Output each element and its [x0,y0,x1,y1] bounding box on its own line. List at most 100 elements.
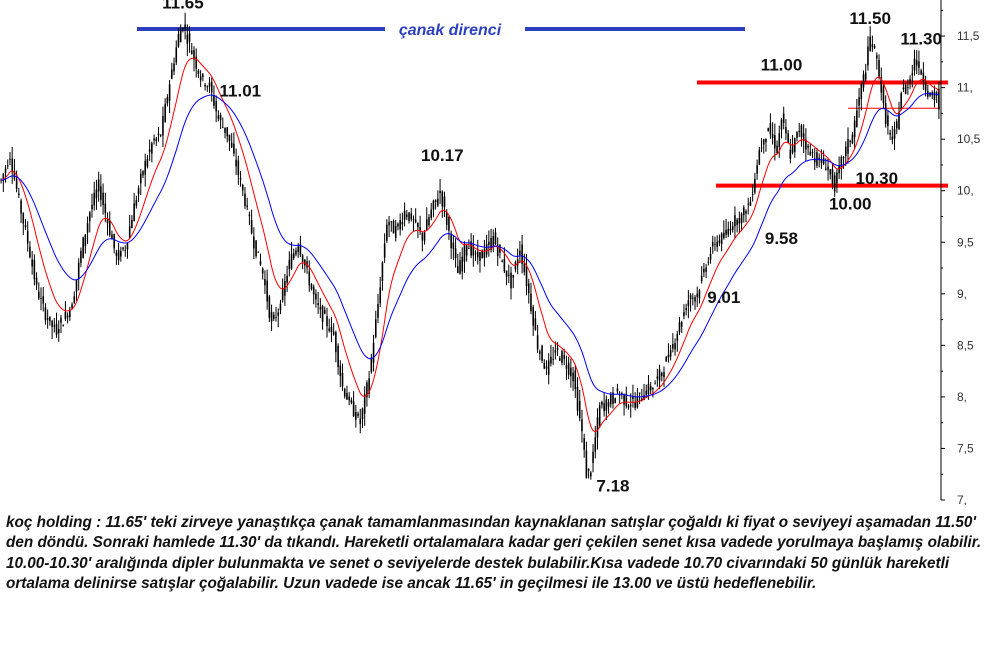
candle-body [530,293,532,312]
ma-slow-line [1,93,940,398]
candle-body [913,58,916,71]
candle-body [286,275,288,283]
candle-body [907,86,909,88]
candle-body [521,244,523,264]
candle-body [64,311,67,320]
candle-body [463,244,466,262]
candle-body [414,219,417,222]
candle-body [864,72,867,80]
candle-body [162,115,164,136]
candle-body [15,178,18,189]
candle-body [186,34,189,44]
candle-body [818,157,820,161]
commentary-text: koç holding : 11.65' teki zirveye yanaşt… [6,514,982,593]
candle-body [348,396,350,401]
candle-body [228,134,231,142]
candle-body [233,143,235,154]
candle-body [915,60,918,66]
y-tick-label: 7,5 [957,441,974,455]
candle-body [645,390,648,395]
candle-body [77,262,80,279]
candle-body [669,350,672,357]
candle-body [924,81,927,91]
candle-body [920,70,922,75]
price-label: 11.30 [900,30,942,49]
candle-body [796,131,798,138]
candle-body [281,287,284,301]
candle-body [723,232,725,238]
candle-body [166,97,169,104]
candle-body [164,103,166,122]
candle-body [182,28,184,30]
candle-body [423,232,426,241]
candle-body [91,204,93,210]
candle-body [445,211,448,225]
candle-body [204,84,206,87]
candle-body [578,400,581,419]
candle-body [842,157,845,159]
candle-body [474,253,477,255]
candle-body [363,394,366,414]
candle-body [53,325,56,327]
candle-body [561,350,563,363]
candle-body [756,165,758,174]
candle-body [707,261,710,263]
candle-body [627,405,630,408]
candle-body [69,309,71,318]
candle-body [654,383,656,385]
candle-body [805,139,807,150]
candle-body [33,259,36,280]
candle-body [57,329,60,334]
candle-body [408,212,410,221]
y-tick-label: 8, [957,390,967,404]
price-label: 10.17 [421,146,464,165]
candle-body [516,259,519,266]
candle-body [840,156,843,169]
candle-body [315,293,317,300]
candle-body [705,267,707,272]
candle-body [658,369,661,381]
candle-body [454,248,457,259]
candle-body [891,136,894,140]
candle-body [368,378,370,394]
candle-body [720,233,723,245]
candle-body [911,73,914,76]
candle-body [827,166,829,170]
candle-body [310,284,313,289]
candle-body [133,203,135,222]
candle-body [230,142,233,147]
candle-body [277,312,280,316]
candle-body [698,290,701,299]
candle-body [359,418,362,424]
candle-body [126,242,129,250]
candle-body [361,408,364,420]
candle-body [450,233,452,249]
candle-body [370,357,373,372]
candle-body [80,250,82,263]
candle-body [663,371,665,378]
candle-body [876,55,878,59]
candle-body [609,394,612,405]
candle-body [618,394,621,396]
candle-body [692,297,694,299]
candle-body [514,262,517,270]
candle-body [75,279,78,292]
annotations: 11.65 11.01 10.17 7.18 9.01 9.58 11.00 10.30 10.… [162,0,942,495]
candle-body [122,247,124,250]
candle-body [809,151,812,156]
candle-body [73,296,76,303]
candle-body [532,306,534,326]
candle-body [171,69,173,79]
candle-body [787,133,789,143]
candle-body [139,173,142,184]
candle-body [244,193,246,207]
candle-body [270,311,273,322]
candle-body [377,304,379,318]
candle-body [643,395,645,401]
candle-body [512,274,515,278]
candle-body [687,300,690,307]
candle-body [421,232,424,241]
candle-body [246,205,248,208]
candle-body [117,250,120,261]
candle-body [443,196,446,208]
